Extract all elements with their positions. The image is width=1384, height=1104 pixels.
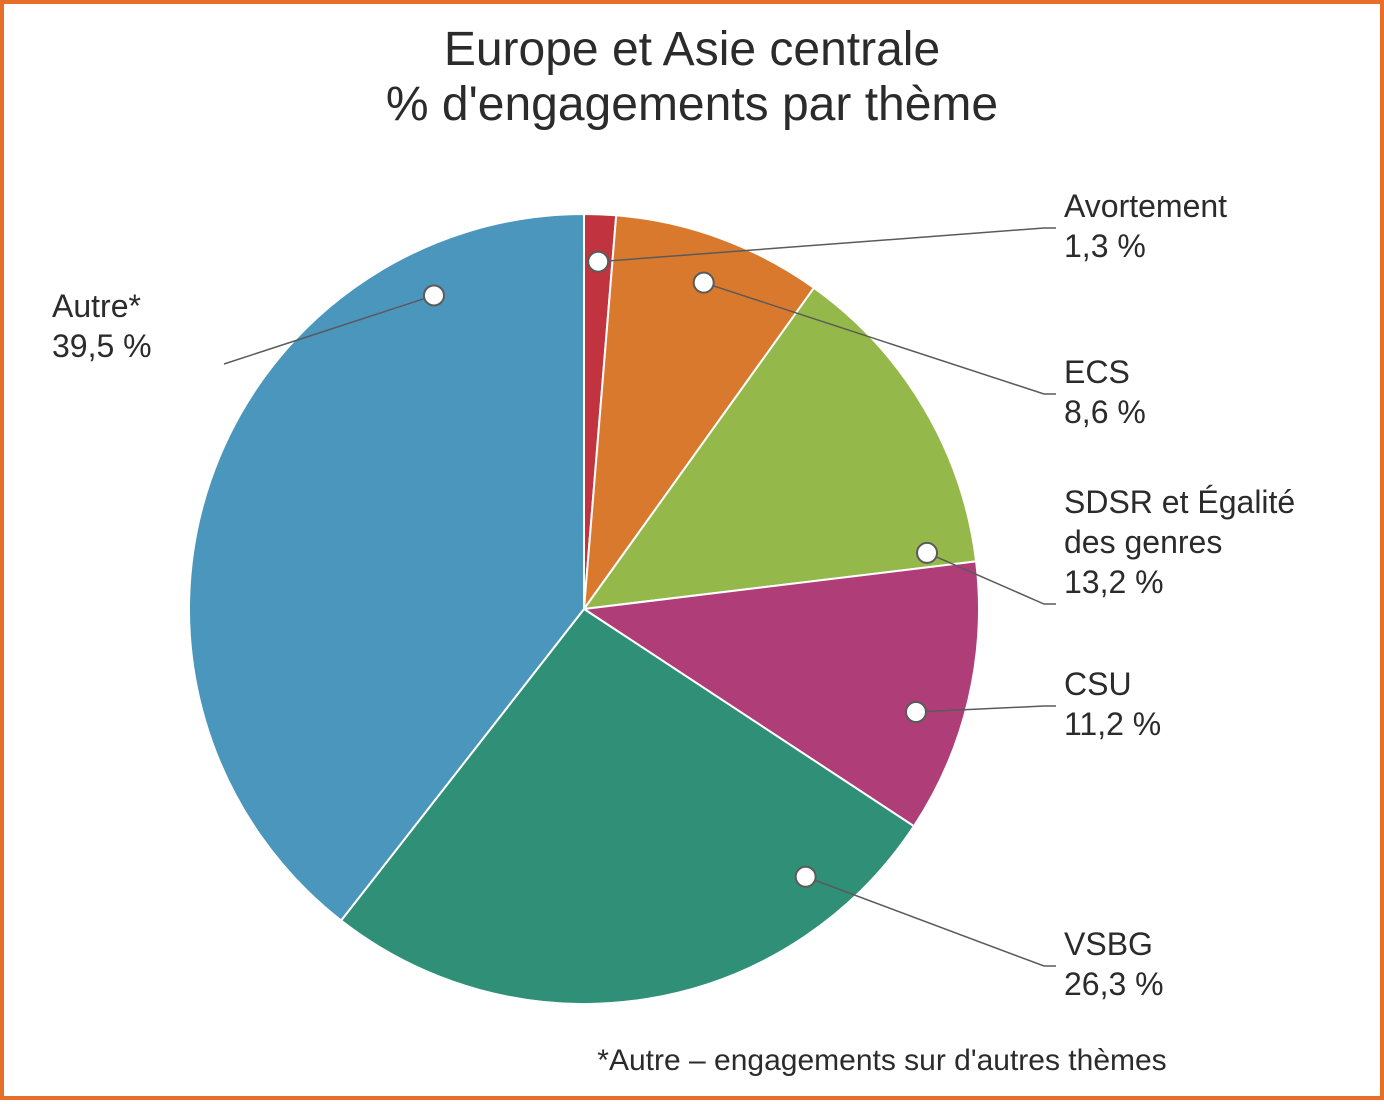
marker-vsbg [796,867,816,887]
marker-ecs [694,273,714,293]
marker-csu [906,702,926,722]
marker-avortement [588,252,608,272]
label-autre: Autre*39,5 % [52,286,152,366]
label-vsbg: VSBG26,3 % [1064,924,1164,1004]
leader-vsbg [806,877,1056,966]
chart-footnote: *Autre – engagements sur d'autres thèmes [4,1044,1380,1078]
chart-frame: Europe et Asie centrale % d'engagements … [0,0,1384,1100]
label-sdsr: SDSR et Égalitédes genres13,2 % [1064,482,1295,602]
footnote-text: *Autre – engagements sur d'autres thèmes [597,1044,1166,1077]
marker-sdsr [917,543,937,563]
label-csu: CSU11,2 % [1064,664,1161,744]
marker-autre [424,285,444,305]
label-avortement: Avortement1,3 % [1064,186,1227,266]
label-ecs: ECS8,6 % [1064,352,1146,432]
